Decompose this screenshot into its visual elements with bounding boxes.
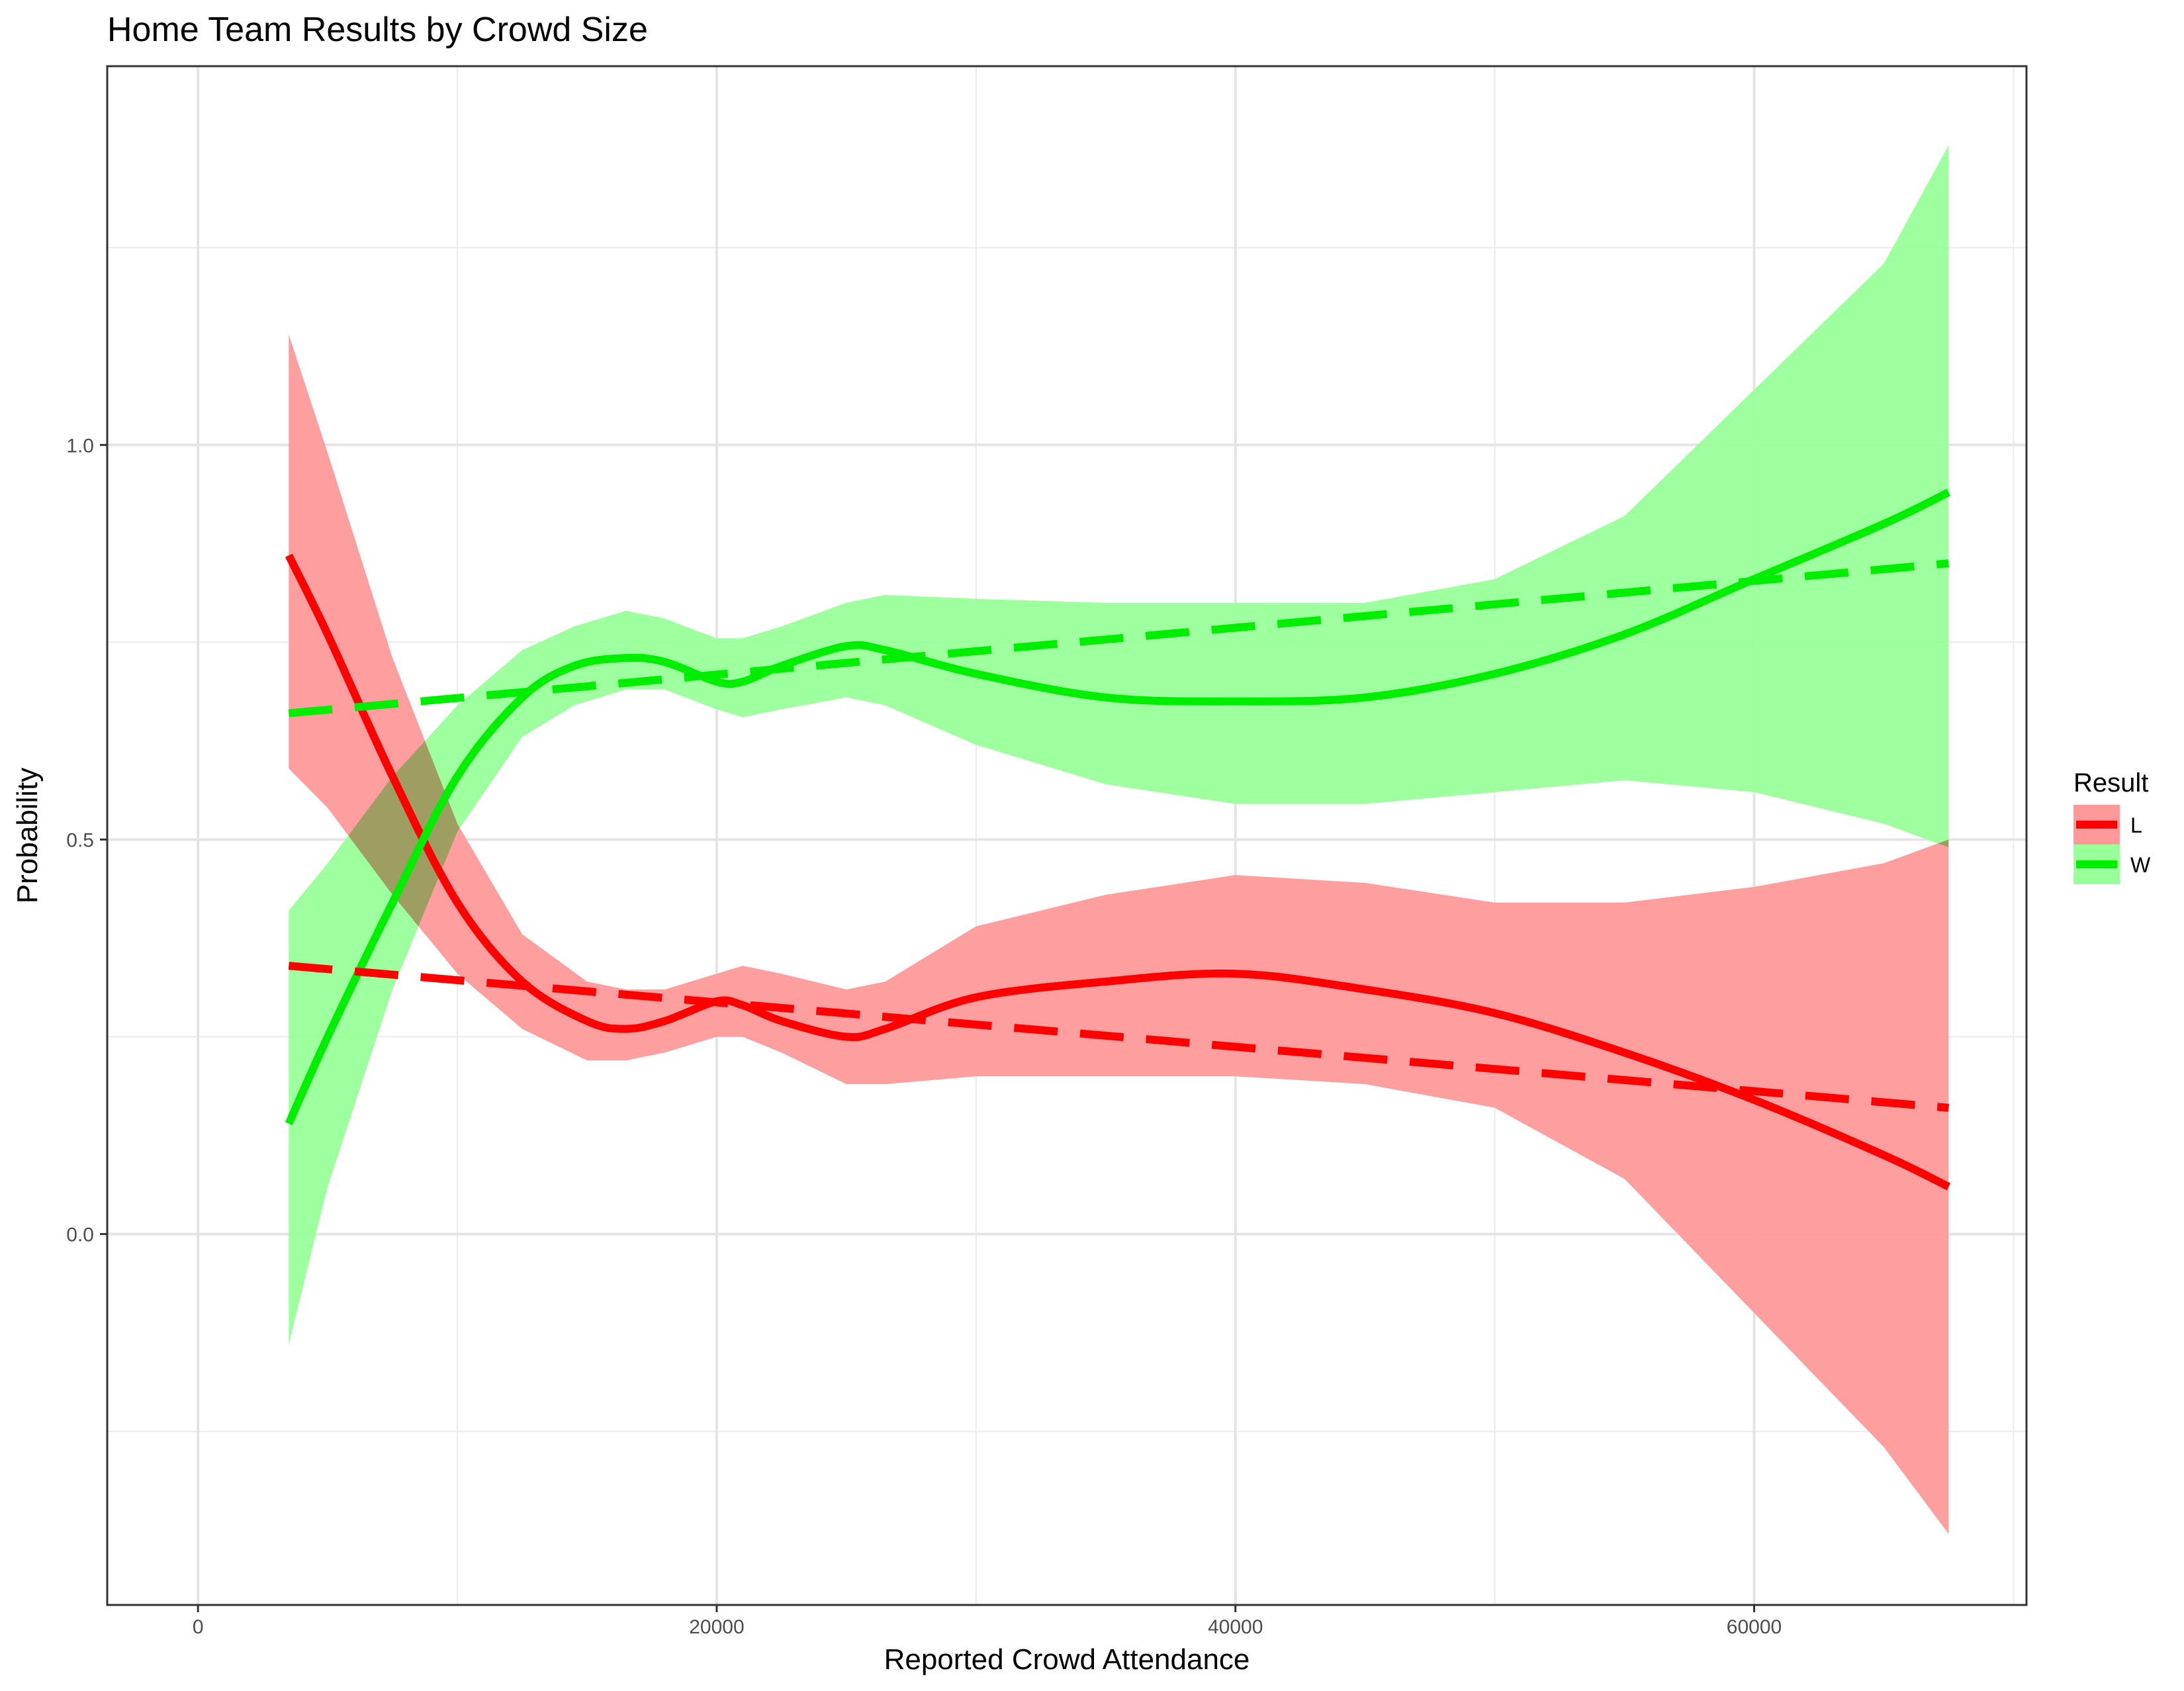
y-tick-label: 0.5 (66, 829, 94, 851)
linear-fit-W (288, 559, 1949, 717)
x-tick-label: 40000 (1208, 1616, 1263, 1638)
y-tick-label: 1.0 (66, 435, 94, 457)
x-tick-label: 0 (193, 1616, 204, 1638)
chart-title: Home Team Results by Crowd Size (107, 11, 648, 49)
y-axis-title: Probability (11, 768, 44, 903)
legend-label-L: L (2130, 813, 2142, 837)
panel-border (106, 65, 2028, 1606)
x-axis-title: Reported Crowd Attendance (884, 1643, 1250, 1676)
x-tick-label: 20000 (689, 1616, 744, 1638)
legend-label-W: W (2130, 853, 2151, 877)
confidence-band-W (289, 145, 1949, 1345)
legend-title: Result (2073, 768, 2148, 798)
legend: Result LW (2073, 768, 2151, 884)
plot-content (285, 145, 1951, 1534)
plot-panel (106, 65, 2028, 1606)
smooth-line-L (285, 553, 1951, 1191)
y-tick-label: 0.0 (66, 1224, 94, 1246)
smooth-line-W (285, 488, 1951, 1126)
x-tick-label: 60000 (1727, 1616, 1782, 1638)
linear-fit-L (288, 962, 1949, 1112)
confidence-band-L (289, 334, 1949, 1534)
